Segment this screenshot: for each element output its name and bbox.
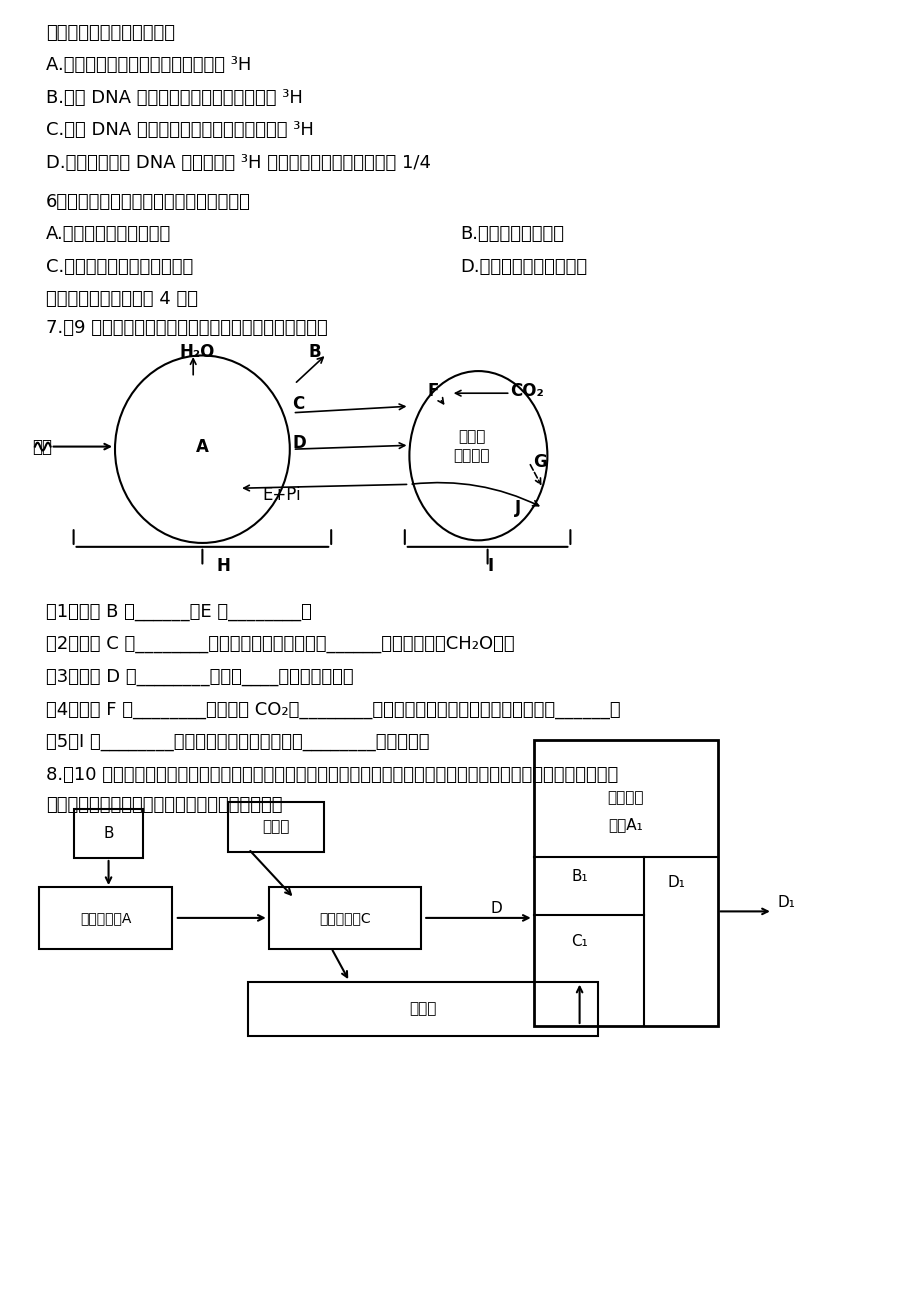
Text: F: F [427, 381, 438, 400]
Text: A.豌豆品种间性状差异大: A.豌豆品种间性状差异大 [46, 225, 171, 243]
Text: 多种酶: 多种酶 [458, 428, 485, 444]
Text: D₁: D₁ [777, 894, 794, 910]
Text: G: G [533, 453, 547, 471]
Text: D.豌豆是自花传粉的植物: D.豌豆是自花传粉的植物 [460, 258, 586, 276]
Text: H₂O: H₂O [179, 342, 214, 361]
Text: 参加催化: 参加催化 [453, 448, 490, 464]
Text: 未利用: 未利用 [262, 819, 289, 835]
Text: （5）I 是________阶段，此阶段是在叶绿体的________中进行的。: （5）I 是________阶段，此阶段是在叶绿体的________中进行的。 [46, 733, 429, 751]
Text: B: B [308, 342, 321, 361]
Text: 态系统中营养级之间的能量流动示意图。请回答：: 态系统中营养级之间的能量流动示意图。请回答： [46, 796, 282, 814]
Text: （4）图中 F 是________，它是由 CO₂和________反应生成的，这一过程叫做二氧化碳的______。: （4）图中 F 是________，它是由 CO₂和________反应生成的，… [46, 700, 620, 719]
Text: B₁: B₁ [571, 868, 587, 884]
Text: （2）图中 C 是________，它被用于三碳化合物的______，最终形成（CH₂O）。: （2）图中 C 是________，它被用于三碳化合物的______，最终形成（… [46, 635, 514, 654]
Text: A: A [196, 437, 209, 456]
Text: A.每条染色体中的两条染色单体均含 ³H: A.每条染色体中的两条染色单体均含 ³H [46, 56, 251, 74]
Text: C.每个 DNA 分子中只有一条脱氧核苷酸链含 ³H: C.每个 DNA 分子中只有一条脱氧核苷酸链含 ³H [46, 121, 313, 139]
Text: C: C [292, 395, 304, 413]
Text: B.每个 DNA 分子的两条脱氧核苷酸链均含 ³H: B.每个 DNA 分子的两条脱氧核苷酸链均含 ³H [46, 89, 302, 107]
Text: 总光合作用A: 总光合作用A [80, 911, 131, 924]
Text: 分解者: 分解者 [409, 1001, 437, 1017]
Text: 净光合作用C: 净光合作用C [319, 911, 370, 924]
Text: D: D [491, 901, 502, 917]
Text: B.豌豆先开花后授粉: B.豌豆先开花后授粉 [460, 225, 563, 243]
Text: 光能: 光能 [32, 437, 52, 456]
Text: D: D [292, 434, 306, 452]
Text: 呼吸作用: 呼吸作用 [607, 790, 643, 806]
Text: 下列有关叙述正确的是（）: 下列有关叙述正确的是（） [46, 23, 175, 42]
Text: H: H [216, 557, 230, 575]
Text: 散失A₁: 散失A₁ [607, 816, 642, 832]
Text: （3）图中 D 是________，它含____个高能磷酸键。: （3）图中 D 是________，它含____个高能磷酸键。 [46, 668, 353, 686]
Text: D₁: D₁ [666, 875, 685, 891]
Text: C₁: C₁ [571, 934, 587, 949]
Text: CO₂: CO₂ [510, 381, 544, 400]
Text: 7.（9 分）下图是光合作用过程的图解，请依据图说明：: 7.（9 分）下图是光合作用过程的图解，请依据图说明： [46, 319, 327, 337]
Text: B: B [103, 825, 114, 841]
Text: C.豌豆是闭花自花授粉的植物: C.豌豆是闭花自花授粉的植物 [46, 258, 193, 276]
Text: J: J [515, 499, 521, 517]
Text: 8.（10 分）近年来，我国持续加大红树林资源保护修复力度，全面恢复提升红树林湿地生态功能。下图为某红树林生: 8.（10 分）近年来，我国持续加大红树林资源保护修复力度，全面恢复提升红树林湿… [46, 766, 618, 784]
Text: 二、综合题：本大题共 4 小题: 二、综合题：本大题共 4 小题 [46, 290, 198, 309]
Text: I: I [487, 557, 494, 575]
Text: E+Pi: E+Pi [262, 486, 301, 504]
Text: D.所有染色体的 DNA 分子中，含 ³H 的脱氧核苷酸链占总链数的 1/4: D.所有染色体的 DNA 分子中，含 ³H 的脱氧核苷酸链占总链数的 1/4 [46, 154, 430, 172]
Text: 6．豌豆在自然状态下是纯种的原因是（）: 6．豌豆在自然状态下是纯种的原因是（） [46, 193, 251, 211]
Text: （1）图中 B 是______，E 是________。: （1）图中 B 是______，E 是________。 [46, 603, 312, 621]
